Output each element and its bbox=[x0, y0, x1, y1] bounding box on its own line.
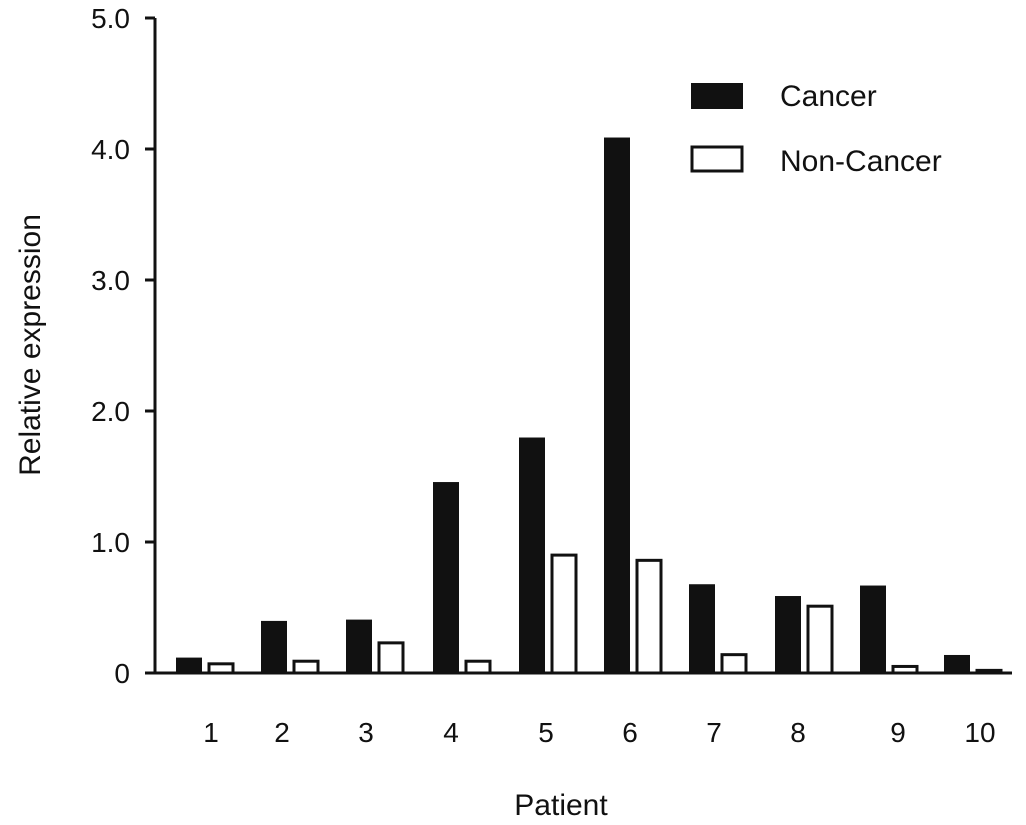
bar-cancer bbox=[775, 596, 801, 675]
y-axis-title: Relative expression bbox=[14, 214, 47, 476]
x-tick-label: 6 bbox=[622, 717, 638, 748]
bar-non-cancer bbox=[207, 662, 235, 675]
y-tick-label: 5.0 bbox=[91, 3, 130, 34]
x-tick-label: 7 bbox=[706, 717, 722, 748]
legend: Cancer Non-Cancer bbox=[690, 80, 942, 178]
x-tick-label: 1 bbox=[203, 717, 219, 748]
x-tick-label: 3 bbox=[358, 717, 374, 748]
bar-non-cancer bbox=[720, 653, 748, 675]
bar-non-cancer bbox=[550, 553, 578, 675]
bar-cancer bbox=[604, 137, 630, 674]
y-ticks: 0 1.0 2.0 3.0 4.0 5.0 bbox=[91, 3, 155, 689]
bar-non-cancer bbox=[635, 558, 663, 675]
legend-swatch-non-cancer bbox=[690, 145, 744, 173]
bar-cancer bbox=[261, 620, 287, 674]
x-tick-label: 9 bbox=[890, 717, 906, 748]
bar-non-cancer bbox=[891, 664, 919, 675]
bar-cancer bbox=[860, 585, 886, 674]
bar-non-cancer bbox=[806, 604, 834, 675]
y-tick-label: 1.0 bbox=[91, 527, 130, 558]
x-tick-label: 5 bbox=[538, 717, 554, 748]
legend-swatch-cancer bbox=[691, 83, 743, 109]
x-axis-title: Patient bbox=[514, 789, 608, 822]
y-tick-label: 4.0 bbox=[91, 134, 130, 165]
bar-cancer bbox=[944, 654, 970, 674]
bar-cancer bbox=[689, 584, 715, 674]
y-tick-label: 2.0 bbox=[91, 396, 130, 427]
bars bbox=[176, 137, 1003, 675]
bar-cancer bbox=[519, 437, 545, 675]
bar-cancer bbox=[433, 482, 459, 674]
bar-non-cancer bbox=[975, 668, 1003, 675]
bar-non-cancer bbox=[377, 641, 405, 675]
x-tick-label: 2 bbox=[274, 717, 290, 748]
bar-non-cancer bbox=[464, 659, 492, 675]
y-tick-label: 0 bbox=[114, 658, 130, 689]
x-tick-label: 10 bbox=[964, 717, 995, 748]
bar-non-cancer bbox=[292, 659, 320, 675]
x-tick-labels: 1 2 3 4 5 6 7 8 9 10 bbox=[203, 717, 995, 748]
x-tick-label: 4 bbox=[443, 717, 459, 748]
x-tick-label: 8 bbox=[790, 717, 806, 748]
bar-cancer bbox=[176, 657, 202, 675]
y-tick-label: 3.0 bbox=[91, 265, 130, 296]
legend-label-non-cancer: Non-Cancer bbox=[780, 145, 942, 178]
legend-label-cancer: Cancer bbox=[780, 80, 877, 113]
bar-cancer bbox=[346, 619, 372, 674]
